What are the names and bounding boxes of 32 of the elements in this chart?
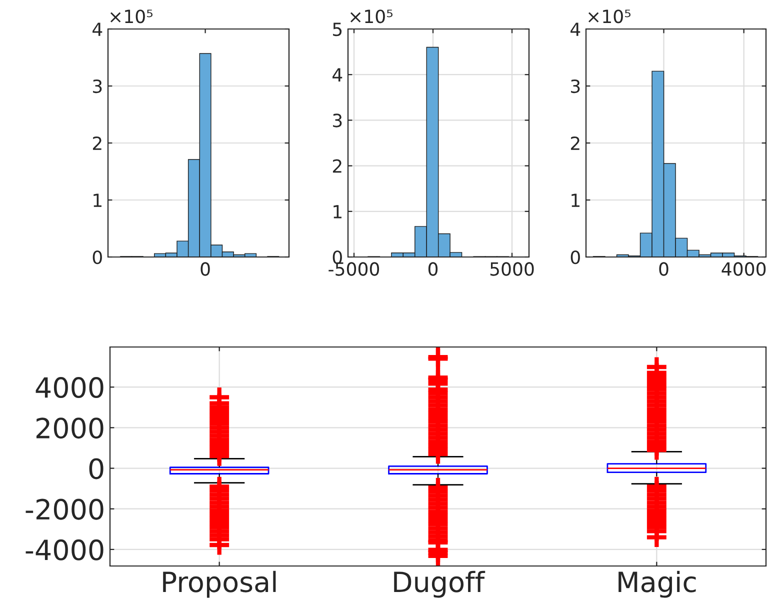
y-tick-label: 0 [92, 250, 102, 264]
y-tick-label: 1 [94, 194, 102, 207]
y-tick-label: 1 [572, 194, 580, 207]
x-tick-label: Magic [618, 570, 696, 598]
y-tick-label: 3 [93, 79, 102, 94]
x-tick-label: -5000 [328, 262, 380, 276]
x-tick-label: 5000 [490, 262, 534, 276]
text: ×10⁵ [350, 10, 392, 24]
y-tick-label: -4000 [26, 539, 104, 560]
y-tick-label: 0 [570, 250, 580, 264]
y-tick-label: 3 [333, 114, 342, 128]
y-tick-label: 2 [92, 136, 102, 150]
text: ×10⁵ [588, 10, 630, 24]
y-tick-label: 4000 [36, 377, 104, 398]
x-tick-label: 0 [659, 262, 668, 276]
x-tick-label: Proposal [163, 570, 276, 598]
y-tick-label: 4 [92, 22, 102, 36]
y-tick-label: -2000 [26, 498, 104, 520]
x-tick-label: 0 [428, 262, 438, 276]
x-tick-label: Dugoff [394, 570, 486, 598]
y-tick-label: 2000 [36, 418, 104, 439]
y-tick-label: 1 [334, 205, 342, 218]
y-tick-label: 2 [332, 159, 342, 173]
text: ×10⁵ [110, 10, 152, 24]
y-tick-label: 2 [570, 136, 580, 150]
x-tick-label: 4000 [722, 262, 766, 276]
y-tick-label: 4 [570, 22, 580, 36]
y-tick-label: 3 [571, 79, 580, 94]
y-tick-label: 4 [332, 68, 342, 82]
x-tick-label: 0 [200, 262, 210, 276]
y-tick-label: 5 [333, 22, 342, 36]
y-tick-label: 0 [89, 458, 104, 480]
